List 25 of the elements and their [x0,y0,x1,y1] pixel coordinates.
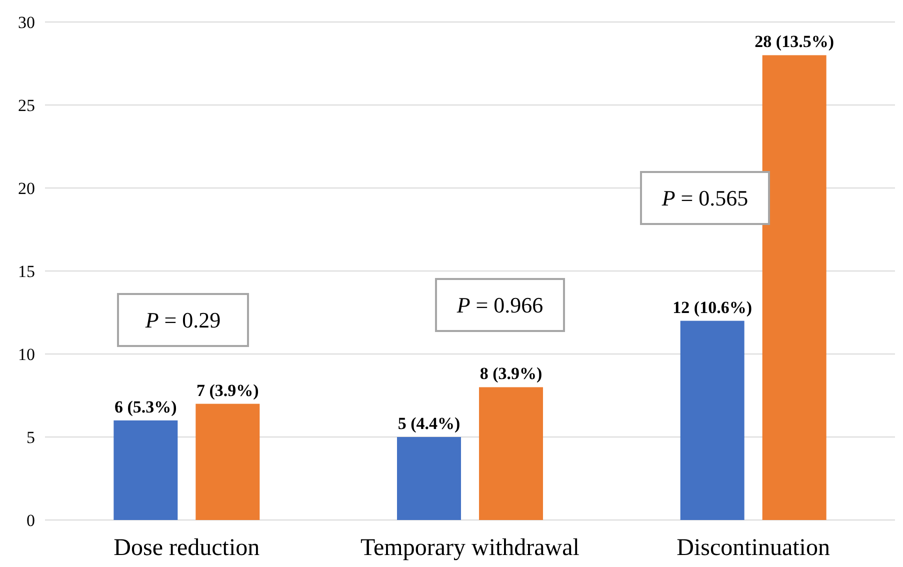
data-label: 28 (13.5%) [754,32,834,52]
bar [114,420,178,520]
y-tick-label: 10 [18,344,35,364]
data-label: 12 (10.6%) [672,298,752,317]
bar [196,404,260,520]
data-label: 5 (4.4%) [398,414,460,433]
annotation: P = 0.29 [144,308,221,333]
y-tick-label: 30 [18,12,35,32]
y-tick-label: 0 [26,510,35,530]
y-tick-label: 20 [18,178,35,198]
data-label: 7 (3.9%) [196,380,259,400]
y-tick-label: 25 [18,96,35,115]
x-tick-label: Dose reduction [114,535,260,561]
annotation: P = 0.565 [660,186,748,211]
annotation: P = 0.966 [456,292,544,318]
data-label: 8 (3.9%) [480,364,542,384]
y-tick-label: 5 [26,428,35,447]
x-tick-label: Discontinuation [676,535,830,561]
y-tick-label: 15 [18,262,35,281]
bar [479,387,543,520]
x-tick-label: Temporary withdrawal [360,535,580,561]
data-label: 6 (5.3%) [114,397,177,416]
bar [397,437,461,520]
bar [680,320,744,520]
bar [762,55,826,520]
